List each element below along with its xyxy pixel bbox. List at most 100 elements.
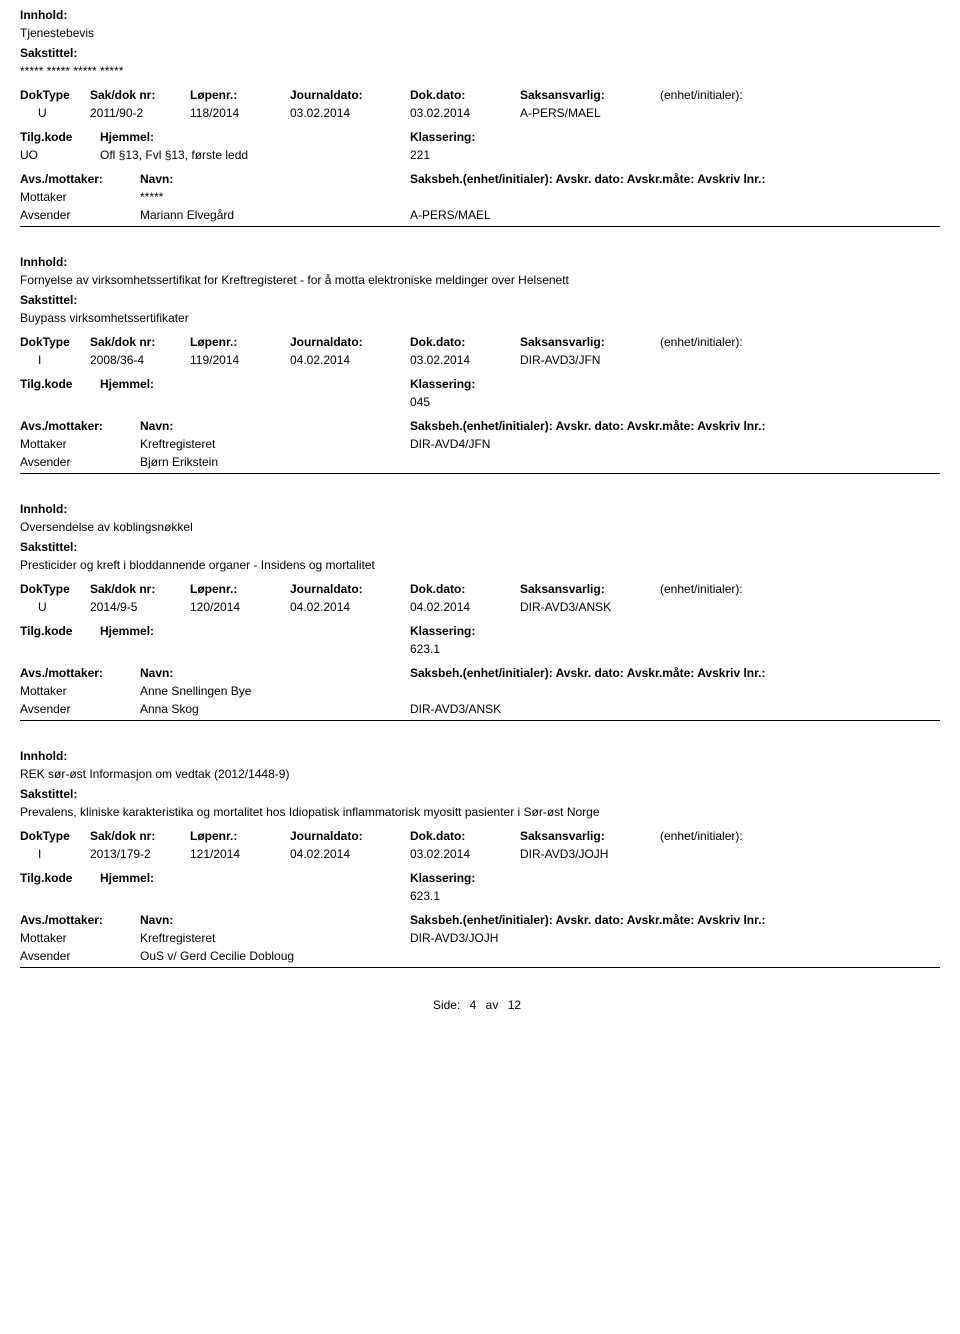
navn-label: Navn: <box>140 419 410 433</box>
doktype-label: DokType <box>20 335 90 349</box>
dokdato-value: 03.02.2014 <box>410 106 520 120</box>
party-name: Kreftregisteret <box>140 437 410 451</box>
lopenr-value: 118/2014 <box>190 106 290 120</box>
saksansvarlig-label: Saksansvarlig: <box>520 829 660 843</box>
hjemmel-label: Hjemmel: <box>100 377 410 391</box>
saksbeh-label: Saksbeh.(enhet/initialer): Avskr. dato: … <box>410 172 940 186</box>
klassering-value: 623.1 <box>410 642 940 656</box>
header-row-labels: DokType Sak/dok nr: Løpenr.: Journaldato… <box>20 582 940 596</box>
record-divider <box>20 720 940 721</box>
sakstittel-value: ***** ***** ***** ***** <box>20 64 940 78</box>
party-saksbeh <box>410 949 940 963</box>
innhold-label: Innhold: <box>20 8 940 22</box>
party-row: Avsender Mariann Elvegård A-PERS/MAEL <box>20 208 940 222</box>
hjemmel-value <box>100 642 410 656</box>
journal-record: Innhold: Fornyelse av virksomhetssertifi… <box>20 255 940 474</box>
enhet-label: (enhet/initialer): <box>660 88 940 102</box>
klassering-value: 623.1 <box>410 889 940 903</box>
record-divider <box>20 226 940 227</box>
doktype-value: I <box>20 353 90 367</box>
sakdoknr-value: 2011/90-2 <box>90 106 190 120</box>
avsmottaker-label: Avs./mottaker: <box>20 419 140 433</box>
saksbeh-label: Saksbeh.(enhet/initialer): Avskr. dato: … <box>410 913 940 927</box>
sakstittel-label: Sakstittel: <box>20 293 940 307</box>
header-row-values: I 2013/179-2 121/2014 04.02.2014 03.02.2… <box>20 847 940 861</box>
party-saksbeh <box>410 190 940 204</box>
tilg-row-values: UO Ofl §13, Fvl §13, første ledd 221 <box>20 148 940 162</box>
navn-label: Navn: <box>140 666 410 680</box>
saksansvarlig-label: Saksansvarlig: <box>520 582 660 596</box>
party-row-labels: Avs./mottaker: Navn: Saksbeh.(enhet/init… <box>20 419 940 433</box>
party-saksbeh: A-PERS/MAEL <box>410 208 940 222</box>
sakdoknr-value: 2014/9-5 <box>90 600 190 614</box>
saksansvarlig-value: DIR-AVD3/JOJH <box>520 847 660 861</box>
doktype-value: I <box>20 847 90 861</box>
saksansvarlig-value: DIR-AVD3/JFN <box>520 353 660 367</box>
journaldato-label: Journaldato: <box>290 582 410 596</box>
dokdato-label: Dok.dato: <box>410 829 520 843</box>
party-saksbeh: DIR-AVD4/JFN <box>410 437 940 451</box>
innhold-value: REK sør-øst Informasjon om vedtak (2012/… <box>20 767 940 781</box>
footer-total: 12 <box>502 998 527 1012</box>
hjemmel-label: Hjemmel: <box>100 624 410 638</box>
sakdoknr-label: Sak/dok nr: <box>90 88 190 102</box>
party-row: Mottaker ***** <box>20 190 940 204</box>
tilg-row-labels: Tilg.kode Hjemmel: Klassering: <box>20 871 940 885</box>
journaldato-value: 04.02.2014 <box>290 600 410 614</box>
party-name: Bjørn Erikstein <box>140 455 410 469</box>
dokdato-label: Dok.dato: <box>410 88 520 102</box>
party-name: Anne Snellingen Bye <box>140 684 410 698</box>
parties-container: Mottaker Anne Snellingen Bye Avsender An… <box>20 684 940 716</box>
innhold-label: Innhold: <box>20 255 940 269</box>
party-role: Mottaker <box>20 437 140 451</box>
tilgkode-value <box>20 642 100 656</box>
avsmottaker-label: Avs./mottaker: <box>20 666 140 680</box>
journal-record: Innhold: Oversendelse av koblingsnøkkel … <box>20 502 940 721</box>
avsmottaker-label: Avs./mottaker: <box>20 913 140 927</box>
saksansvarlig-value: DIR-AVD3/ANSK <box>520 600 660 614</box>
saksansvarlig-value: A-PERS/MAEL <box>520 106 660 120</box>
hjemmel-value: Ofl §13, Fvl §13, første ledd <box>100 148 410 162</box>
klassering-value: 221 <box>410 148 940 162</box>
sakstittel-label: Sakstittel: <box>20 787 940 801</box>
sakdoknr-label: Sak/dok nr: <box>90 582 190 596</box>
navn-label: Navn: <box>140 913 410 927</box>
lopenr-label: Løpenr.: <box>190 829 290 843</box>
dokdato-label: Dok.dato: <box>410 335 520 349</box>
innhold-value: Fornyelse av virksomhetssertifikat for K… <box>20 273 940 287</box>
header-row-labels: DokType Sak/dok nr: Løpenr.: Journaldato… <box>20 335 940 349</box>
klassering-label: Klassering: <box>410 624 940 638</box>
navn-label: Navn: <box>140 172 410 186</box>
tilg-row-labels: Tilg.kode Hjemmel: Klassering: <box>20 130 940 144</box>
lopenr-value: 119/2014 <box>190 353 290 367</box>
innhold-value: Tjenestebevis <box>20 26 940 40</box>
party-row: Mottaker Kreftregisteret DIR-AVD3/JOJH <box>20 931 940 945</box>
journaldato-label: Journaldato: <box>290 829 410 843</box>
party-name: ***** <box>140 190 410 204</box>
party-saksbeh <box>410 684 940 698</box>
lopenr-label: Løpenr.: <box>190 582 290 596</box>
party-row-labels: Avs./mottaker: Navn: Saksbeh.(enhet/init… <box>20 913 940 927</box>
saksbeh-label: Saksbeh.(enhet/initialer): Avskr. dato: … <box>410 666 940 680</box>
hjemmel-value <box>100 395 410 409</box>
tilgkode-label: Tilg.kode <box>20 871 100 885</box>
parties-container: Mottaker Kreftregisteret DIR-AVD4/JFN Av… <box>20 437 940 469</box>
tilg-row-labels: Tilg.kode Hjemmel: Klassering: <box>20 624 940 638</box>
party-role: Mottaker <box>20 190 140 204</box>
journal-record: Innhold: Tjenestebevis Sakstittel: *****… <box>20 8 940 227</box>
doktype-label: DokType <box>20 829 90 843</box>
sakstittel-label: Sakstittel: <box>20 46 940 60</box>
header-row-values: U 2014/9-5 120/2014 04.02.2014 04.02.201… <box>20 600 940 614</box>
record-divider <box>20 473 940 474</box>
journaldato-value: 04.02.2014 <box>290 353 410 367</box>
page-footer: Side: 4 av 12 <box>20 998 940 1012</box>
party-name: Kreftregisteret <box>140 931 410 945</box>
sakstittel-value: Buypass virksomhetssertifikater <box>20 311 940 325</box>
saksansvarlig-label: Saksansvarlig: <box>520 335 660 349</box>
innhold-value: Oversendelse av koblingsnøkkel <box>20 520 940 534</box>
dokdato-value: 03.02.2014 <box>410 353 520 367</box>
saksbeh-label: Saksbeh.(enhet/initialer): Avskr. dato: … <box>410 419 940 433</box>
footer-prefix: Side: <box>433 998 460 1012</box>
record-divider <box>20 967 940 968</box>
hjemmel-label: Hjemmel: <box>100 130 410 144</box>
